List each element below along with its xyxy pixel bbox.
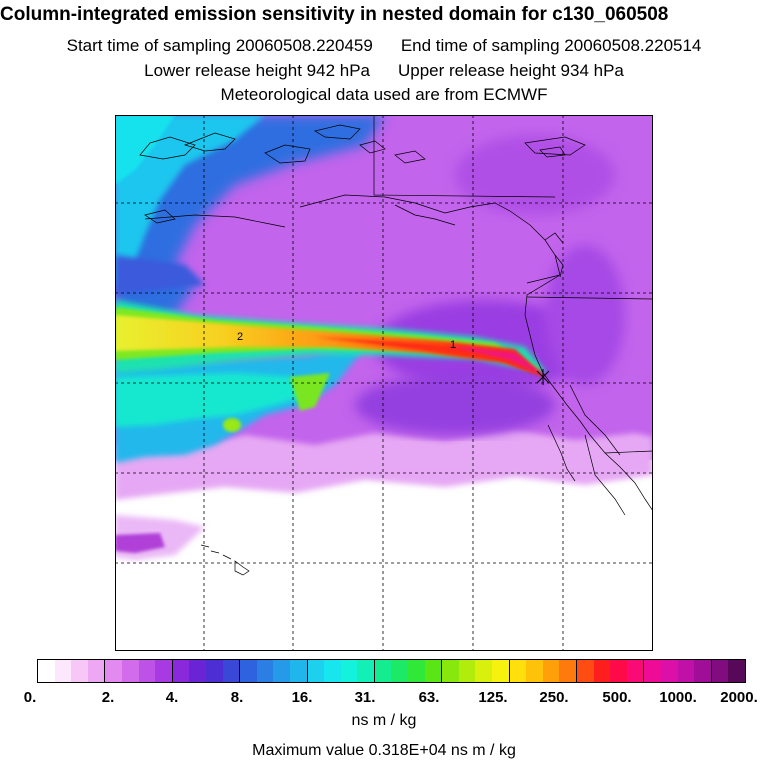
- colorbar-segment: [256, 660, 274, 682]
- colorbar-segment: [138, 660, 156, 682]
- colorbar-tick-7: 125.: [478, 689, 508, 706]
- colorbar-segment: [408, 660, 425, 682]
- colorbar-tick-8: 250.: [539, 689, 569, 706]
- medium-high-sensitivity-field: [115, 347, 365, 463]
- colorbar-segment: [424, 660, 442, 682]
- colorbar-segment: [728, 660, 745, 682]
- colorbar-segment: [677, 660, 695, 682]
- map-title: Column-integrated emission sensitivity i…: [0, 4, 669, 25]
- colorbar-segment: [441, 660, 459, 682]
- colorbar-segment: [121, 660, 139, 682]
- colorbar-segment: [289, 660, 307, 682]
- emission-plume: [115, 300, 547, 377]
- colorbar-segment: [526, 660, 543, 682]
- plume-marker-1: 1: [450, 339, 456, 351]
- colorbar-segment: [373, 660, 392, 682]
- colorbar-tick-10: 1000.: [659, 689, 697, 706]
- colorbar-segment: [222, 660, 240, 682]
- colorbar-tick-2: 4.: [165, 689, 179, 706]
- colorbar-segment: [340, 660, 358, 682]
- upper-release-height: Upper release height 934 hPa: [398, 61, 624, 80]
- release-heights: Lower release height 942 hPa Upper releas…: [0, 61, 768, 81]
- colorbar-units: ns m / kg: [351, 712, 417, 729]
- colorbar-segment: [87, 660, 105, 682]
- colorbar-segment: [626, 660, 644, 682]
- colorbar-segment: [357, 660, 374, 682]
- colorbar-segment: [306, 660, 325, 682]
- colorbar-segment: [54, 660, 72, 682]
- map-frame: [115, 115, 653, 651]
- colorbar-segment: [542, 660, 560, 682]
- start-time: Start time of sampling 20060508.220459: [66, 36, 373, 55]
- colorbar-segment: [508, 660, 527, 682]
- maximum-value: Maximum value 0.318E+04 ns m / kg: [252, 742, 516, 759]
- lower-release-height: Lower release height 942 hPa: [144, 61, 370, 80]
- colorbar-tick-11: 2000.: [720, 689, 758, 706]
- colorbar-segment: [660, 660, 678, 682]
- plume-marker-2: 2: [237, 331, 243, 343]
- colorbar-segment: [205, 660, 223, 682]
- colorbar-tick-9: 500.: [602, 689, 632, 706]
- met-data-source: Meteorological data used are from ECMWF: [220, 85, 548, 104]
- colorbar-tick-4: 16.: [291, 689, 313, 706]
- colorbar-segment: [559, 660, 576, 682]
- colorbar-segment: [610, 660, 627, 682]
- colorbar-segment: [643, 660, 661, 682]
- colorbar-segment: [710, 660, 729, 682]
- colorbar-segment: [593, 660, 611, 682]
- sensitivity-map: 2 1: [115, 115, 653, 651]
- colorbar-segment: [492, 660, 509, 682]
- colorbar-tick-5: 31.: [354, 689, 376, 706]
- colorbar-segment: [391, 660, 409, 682]
- colorbar: [37, 659, 746, 683]
- graticule: [115, 115, 653, 651]
- colorbar-tick-6: 63.: [418, 689, 440, 706]
- colorbar-segment: [324, 660, 341, 682]
- colorbar-tick-1: 2.: [101, 689, 115, 706]
- colorbar-tick-3: 8.: [230, 689, 244, 706]
- colorbar-segment: [273, 660, 290, 682]
- colorbar-segment: [239, 660, 257, 682]
- colorbar-segment: [171, 660, 190, 682]
- end-time: End time of sampling 20060508.220514: [400, 36, 702, 55]
- colorbar-segment: [155, 660, 172, 682]
- colorbar-segment: [104, 660, 122, 682]
- colorbar-segment: [694, 660, 711, 682]
- colorbar-segment: [189, 660, 206, 682]
- colorbar-segment: [38, 660, 55, 682]
- sampling-times: Start time of sampling 20060508.220459 En…: [0, 36, 768, 56]
- colorbar-segment: [71, 660, 88, 682]
- colorbar-tick-0: 0.: [23, 689, 37, 706]
- colorbar-segment: [576, 660, 594, 682]
- colorbar-segment: [458, 660, 476, 682]
- colorbar-segment: [475, 660, 493, 682]
- release-point-marker: [536, 369, 550, 385]
